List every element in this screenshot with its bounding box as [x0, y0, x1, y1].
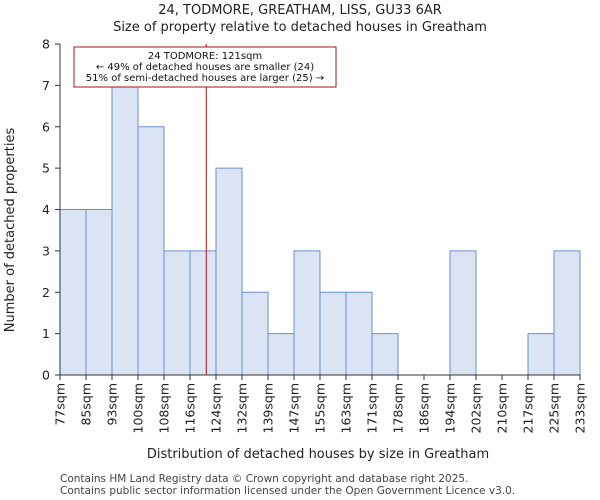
x-tick-label: 108sqm: [157, 383, 172, 433]
x-tick-label: 100sqm: [131, 383, 146, 433]
y-tick-label: 4: [42, 202, 50, 217]
bar-116sqm: [189, 250, 217, 376]
bar-163sqm: [345, 291, 373, 376]
annotation-box: [73, 46, 337, 88]
chart-title: 24, TODMORE, GREATHAM, LISS, GU33 6AR: [158, 3, 442, 18]
bar-100sqm: [137, 126, 165, 376]
x-tick-label: 163sqm: [339, 383, 354, 433]
x-tick-label: 85sqm: [79, 383, 94, 426]
x-tick-label: 225sqm: [547, 383, 562, 433]
x-tick-label: 194sqm: [443, 383, 458, 433]
x-tick-label: 202sqm: [469, 383, 484, 433]
x-tick-label: 124sqm: [209, 383, 224, 433]
bar-139sqm: [267, 333, 295, 376]
y-tick-label: 3: [42, 243, 50, 258]
bar-93sqm: [111, 84, 139, 376]
y-axis-label: Number of detached properties: [3, 128, 18, 333]
x-tick-label: 93sqm: [105, 383, 120, 426]
bar-124sqm: [215, 167, 243, 376]
bar-108sqm: [163, 250, 191, 376]
chart-subtitle: Size of property relative to detached ho…: [113, 20, 487, 35]
bar-77sqm: [59, 209, 87, 376]
y-tick-label: 5: [42, 161, 50, 176]
footer-line-2: Contains public sector information licen…: [60, 485, 515, 497]
x-tick-label: 132sqm: [235, 383, 250, 433]
bar-155sqm: [319, 291, 347, 376]
x-tick-label: 178sqm: [391, 383, 406, 433]
y-tick-label: 2: [42, 285, 50, 300]
y-tick-label: 7: [42, 78, 50, 93]
bar-194sqm: [449, 250, 477, 376]
plot-area: 0 1 2 3 4 5 6 7 8 77sqm 85sqm 93sqm 100sqm 108sqm 116s…: [42, 37, 587, 434]
bar-225sqm: [553, 250, 581, 376]
x-axis-label: Distribution of detached houses by size …: [147, 447, 489, 462]
annotation-line-2: ← 49% of detached houses are smaller (24…: [96, 62, 314, 73]
y-tick-label: 1: [42, 326, 50, 341]
annotation-line-3: 51% of semi-detached houses are larger (…: [86, 73, 324, 84]
x-tick-label: 147sqm: [287, 383, 302, 433]
x-tick-label: 139sqm: [261, 383, 276, 433]
x-tick-label: 210sqm: [495, 383, 510, 433]
bar-132sqm: [241, 291, 269, 376]
x-tick-label: 186sqm: [417, 383, 432, 433]
bar-171sqm: [371, 333, 399, 376]
bar-217sqm: [527, 333, 555, 376]
y-tick-label: 0: [42, 368, 50, 383]
x-tick-label: 233sqm: [573, 383, 588, 433]
x-tick-label: 217sqm: [521, 383, 536, 433]
y-tick-label: 8: [42, 37, 50, 52]
x-tick-label: 77sqm: [53, 383, 68, 426]
x-tick-label: 155sqm: [313, 383, 328, 433]
annotation-line-1: 24 TODMORE: 121sqm: [148, 51, 262, 62]
y-tick-label: 6: [42, 119, 50, 134]
x-tick-label: 116sqm: [183, 383, 198, 433]
bar-147sqm: [293, 250, 321, 376]
x-tick-label: 171sqm: [365, 383, 380, 433]
bar-85sqm: [85, 209, 113, 376]
footer-line-1: Contains HM Land Registry data © Crown c…: [60, 473, 468, 485]
